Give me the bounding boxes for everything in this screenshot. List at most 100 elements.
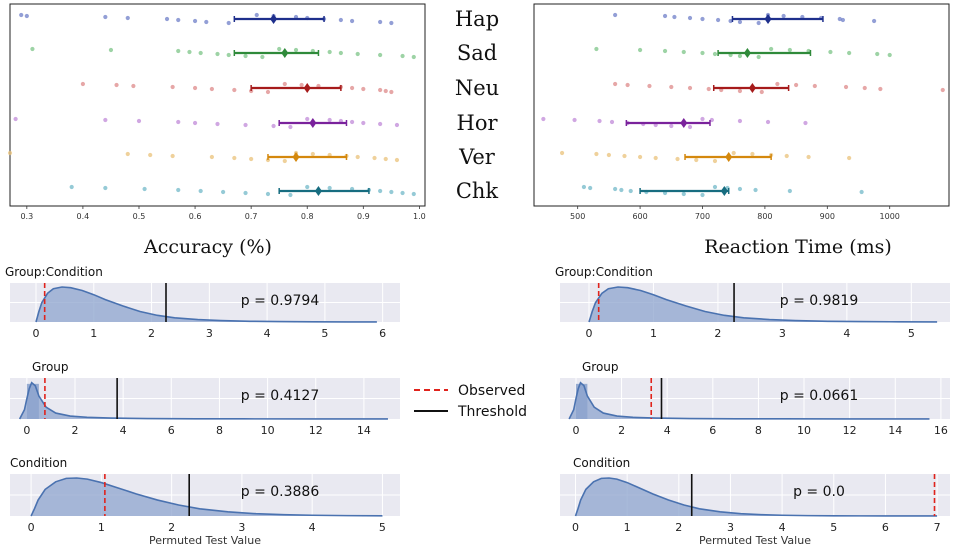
rt_condition-xlabel: Permuted Test Value xyxy=(699,534,811,546)
accuracy-point-hap xyxy=(204,19,209,25)
reaction_time-xtick-label: 900 xyxy=(820,212,835,221)
accuracy-point-hor xyxy=(378,121,383,127)
reaction_time-point-sad xyxy=(594,46,599,52)
accuracy-xtick-label: 0.8 xyxy=(301,212,314,221)
acc_condition-p-value: p = 0.3886 xyxy=(241,484,320,500)
acc_condition-xlabel: Permuted Test Value xyxy=(149,534,261,546)
accuracy-point-hap xyxy=(19,12,24,18)
rt_group-title: Group xyxy=(582,360,619,374)
reaction_time-point-hap xyxy=(872,18,877,24)
rt_condition-xtick-label: 7 xyxy=(934,521,941,534)
reaction_time-panel: 500 600 700 800 900 1000 Reaction Time (ms) xyxy=(533,3,950,258)
accuracy-point-chk xyxy=(221,189,226,195)
reaction_time-point-neu xyxy=(794,82,799,88)
reaction_time-point-hor xyxy=(709,117,714,123)
rt_group-xtick-label: 14 xyxy=(888,424,902,437)
reaction_time-point-hor xyxy=(700,116,705,122)
accuracy-point-hap xyxy=(176,17,181,23)
reaction_time-point-ver xyxy=(622,153,627,159)
accuracy-point-sad xyxy=(378,52,383,58)
reaction_time-point-ver xyxy=(784,153,789,159)
reaction_time-point-chk xyxy=(859,189,864,195)
acc_group-xtick-label: 6 xyxy=(168,424,175,437)
reaction_time-xtick-label: 1000 xyxy=(880,212,900,221)
accuracy-point-ver xyxy=(7,150,13,156)
reaction_time-point-ver xyxy=(606,152,611,158)
accuracy-mean-ver xyxy=(292,152,300,162)
accuracy-point-hor xyxy=(271,123,276,129)
accuracy-point-chk xyxy=(69,184,74,190)
acc_group_condition-title: Group:Condition xyxy=(5,265,103,279)
acc_condition-density-line xyxy=(30,477,383,517)
accuracy-point-chk xyxy=(198,188,203,194)
accuracy-point-ver xyxy=(232,155,237,161)
accuracy-point-hap xyxy=(349,18,355,24)
reaction_time-mean-neu xyxy=(748,83,756,93)
rt_condition-xtick-label: 2 xyxy=(675,521,682,534)
reaction_time-point-hap xyxy=(613,12,618,18)
accuracy-point-hor xyxy=(349,119,355,125)
rt_group-xtick-label: 6 xyxy=(709,424,716,437)
accuracy-point-ver xyxy=(372,155,377,161)
reaction_time-point-sad xyxy=(887,52,892,58)
accuracy-xtick-label: 0.6 xyxy=(189,212,202,221)
reaction_time-point-ver xyxy=(559,150,565,156)
accuracy-point-sad xyxy=(215,51,220,57)
rt_group-xtick-label: 0 xyxy=(572,424,579,437)
rt_group_condition-xtick-label: 4 xyxy=(843,327,850,340)
rt_group_condition-xtick-label: 2 xyxy=(714,327,721,340)
rt_group_condition-xtick-label: 5 xyxy=(908,327,915,340)
reaction_time-point-ver xyxy=(806,154,811,160)
reaction_time-point-hor xyxy=(669,123,674,129)
reaction_time-mean-chk xyxy=(720,186,728,196)
reaction_time-point-neu xyxy=(759,89,764,95)
reaction_time-point-chk xyxy=(588,185,593,191)
accuracy-xtick-label: 0.7 xyxy=(245,212,258,221)
reaction_time-axes-frame xyxy=(533,3,950,207)
accuracy-point-sad xyxy=(277,46,282,52)
reaction_time-point-neu xyxy=(613,81,618,87)
accuracy-point-ver xyxy=(125,151,130,157)
reaction_time-point-neu xyxy=(737,88,743,94)
accuracy-point-neu xyxy=(114,82,119,88)
reaction_time-point-chk xyxy=(753,187,758,193)
accuracy-point-neu xyxy=(361,86,366,92)
rt_group_condition-title: Group:Condition xyxy=(555,265,653,279)
acc_group_condition-density-area xyxy=(36,287,377,322)
condition-label-sad: Sad xyxy=(457,41,497,65)
accuracy-point-sad xyxy=(30,46,35,52)
acc_condition-density-area xyxy=(31,478,383,516)
acc_condition-panel: 0 1 2 3 4 5 p = 0.3886 Condition Permuted Test V… xyxy=(10,456,400,546)
acc_group_condition-xtick-label: 1 xyxy=(90,327,97,340)
accuracy-point-hor xyxy=(103,117,108,123)
accuracy-point-chk xyxy=(378,188,383,194)
accuracy-point-chk xyxy=(142,186,147,192)
reaction_time-point-sad xyxy=(681,49,686,55)
accuracy-point-sad xyxy=(176,48,181,54)
accuracy-point-hor xyxy=(327,117,332,123)
rt_group_condition-xtick-label: 1 xyxy=(650,327,657,340)
accuracy-point-hap xyxy=(389,20,394,26)
accuracy-point-chk xyxy=(389,189,394,195)
reaction_time-point-hap xyxy=(700,16,705,22)
accuracy-point-hap xyxy=(338,17,343,23)
reaction_time-point-sad xyxy=(828,49,833,55)
reaction_time-point-sad xyxy=(662,48,668,54)
reaction_time-point-sad xyxy=(637,47,643,53)
accuracy-xtick-label: 1.0 xyxy=(413,212,426,221)
reaction_time-point-hap xyxy=(737,19,743,25)
accuracy-point-neu xyxy=(192,85,198,91)
accuracy-point-sad xyxy=(293,47,299,53)
accuracy-xtick-label: 0.9 xyxy=(357,212,370,221)
accuracy-point-chk xyxy=(243,190,248,196)
condition-label-hor: Hor xyxy=(457,111,499,135)
accuracy-panel: 0.3 0.4 0.5 0.6 0.7 0.8 0.9 1.0 Accuracy (%) Hap S… xyxy=(7,3,499,258)
accuracy-point-ver xyxy=(249,156,254,162)
accuracy-point-chk xyxy=(176,187,181,193)
accuracy-point-neu xyxy=(349,85,355,91)
condition-label-hap: Hap xyxy=(455,7,499,31)
acc_group_condition-density-line xyxy=(35,286,377,323)
reaction_time-point-hap xyxy=(672,14,677,20)
rt_group_condition-xtick-label: 3 xyxy=(779,327,786,340)
reaction_time-point-hor xyxy=(765,119,771,125)
